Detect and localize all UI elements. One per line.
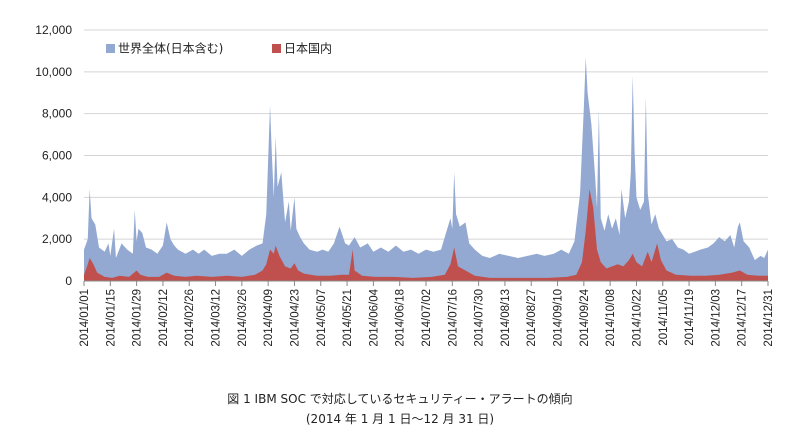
x-tick-label: 2014/03/26 (237, 289, 249, 347)
x-tick-label: 2014/07/02 (421, 289, 433, 347)
x-tick-label: 2014/07/30 (474, 289, 486, 347)
x-tick-label: 2014/07/16 (447, 289, 459, 347)
y-tick-label: 12,000 (35, 23, 72, 37)
x-tick-label: 2014/01/01 (79, 289, 91, 347)
area-series-world (84, 57, 768, 281)
y-tick-label: 6,000 (42, 149, 72, 163)
x-tick-label: 2014/08/13 (500, 289, 512, 347)
x-axis-tick-labels: 2014/01/01 2014/01/15 2014/01/29 2014/02/12… (79, 281, 775, 347)
x-tick-label: 2014/11/05 (658, 289, 670, 346)
y-tick-label: 2,000 (42, 232, 72, 246)
legend-swatch-world (106, 44, 115, 53)
x-tick-label: 2014/12/17 (737, 289, 749, 347)
x-tick-label: 2014/06/04 (368, 288, 380, 346)
x-tick-label: 2014/11/19 (684, 289, 696, 346)
x-tick-label: 2014/04/23 (289, 289, 301, 347)
x-tick-label: 2014/10/22 (631, 289, 643, 347)
x-tick-label: 2014/12/31 (763, 289, 775, 347)
y-tick-label: 0 (65, 274, 72, 288)
x-tick-label: 2014/09/24 (579, 288, 591, 346)
area-series-japan (84, 188, 768, 281)
x-tick-label: 2014/05/21 (342, 289, 354, 347)
x-tick-label: 2014/05/07 (316, 289, 328, 347)
x-tick-label: 2014/04/09 (263, 289, 275, 347)
x-tick-label: 2014/10/08 (605, 289, 617, 347)
legend-label-world: 世界全体(日本含む) (118, 41, 223, 56)
x-tick-label: 2014/01/29 (132, 289, 144, 347)
area-series-group (84, 57, 768, 281)
gridlines (84, 29, 768, 240)
chart-canvas: 0 2,000 4,000 6,000 8,000 10,000 12,000 2014/0… (35, 23, 775, 347)
y-tick-label: 10,000 (35, 65, 72, 79)
x-tick-label: 2014/01/15 (105, 289, 117, 347)
legend-label-japan: 日本国内 (284, 42, 332, 56)
y-axis-tick-labels: 0 2,000 4,000 6,000 8,000 10,000 12,000 (35, 23, 72, 288)
figure-caption-date-range: (2014 年 1 月 1 日～12 月 31 日) (305, 412, 495, 426)
x-tick-label: 2014/08/27 (526, 289, 538, 347)
legend-swatch-japan (272, 44, 281, 53)
y-tick-label: 8,000 (42, 107, 72, 121)
x-tick-label: 2014/12/03 (710, 289, 722, 347)
y-tick-label: 4,000 (42, 190, 72, 204)
x-tick-label: 2014/02/26 (184, 289, 196, 347)
x-tick-label: 2014/02/12 (158, 289, 170, 347)
x-tick-label: 2014/09/10 (553, 289, 565, 347)
x-tick-label: 2014/03/12 (211, 289, 223, 347)
legend: 世界全体(日本含む) 日本国内 (106, 41, 332, 56)
figure-caption: 図 1 IBM SOC で対応しているセキュリティー・アラートの傾向 (227, 392, 573, 406)
x-tick-label: 2014/06/18 (395, 289, 407, 347)
